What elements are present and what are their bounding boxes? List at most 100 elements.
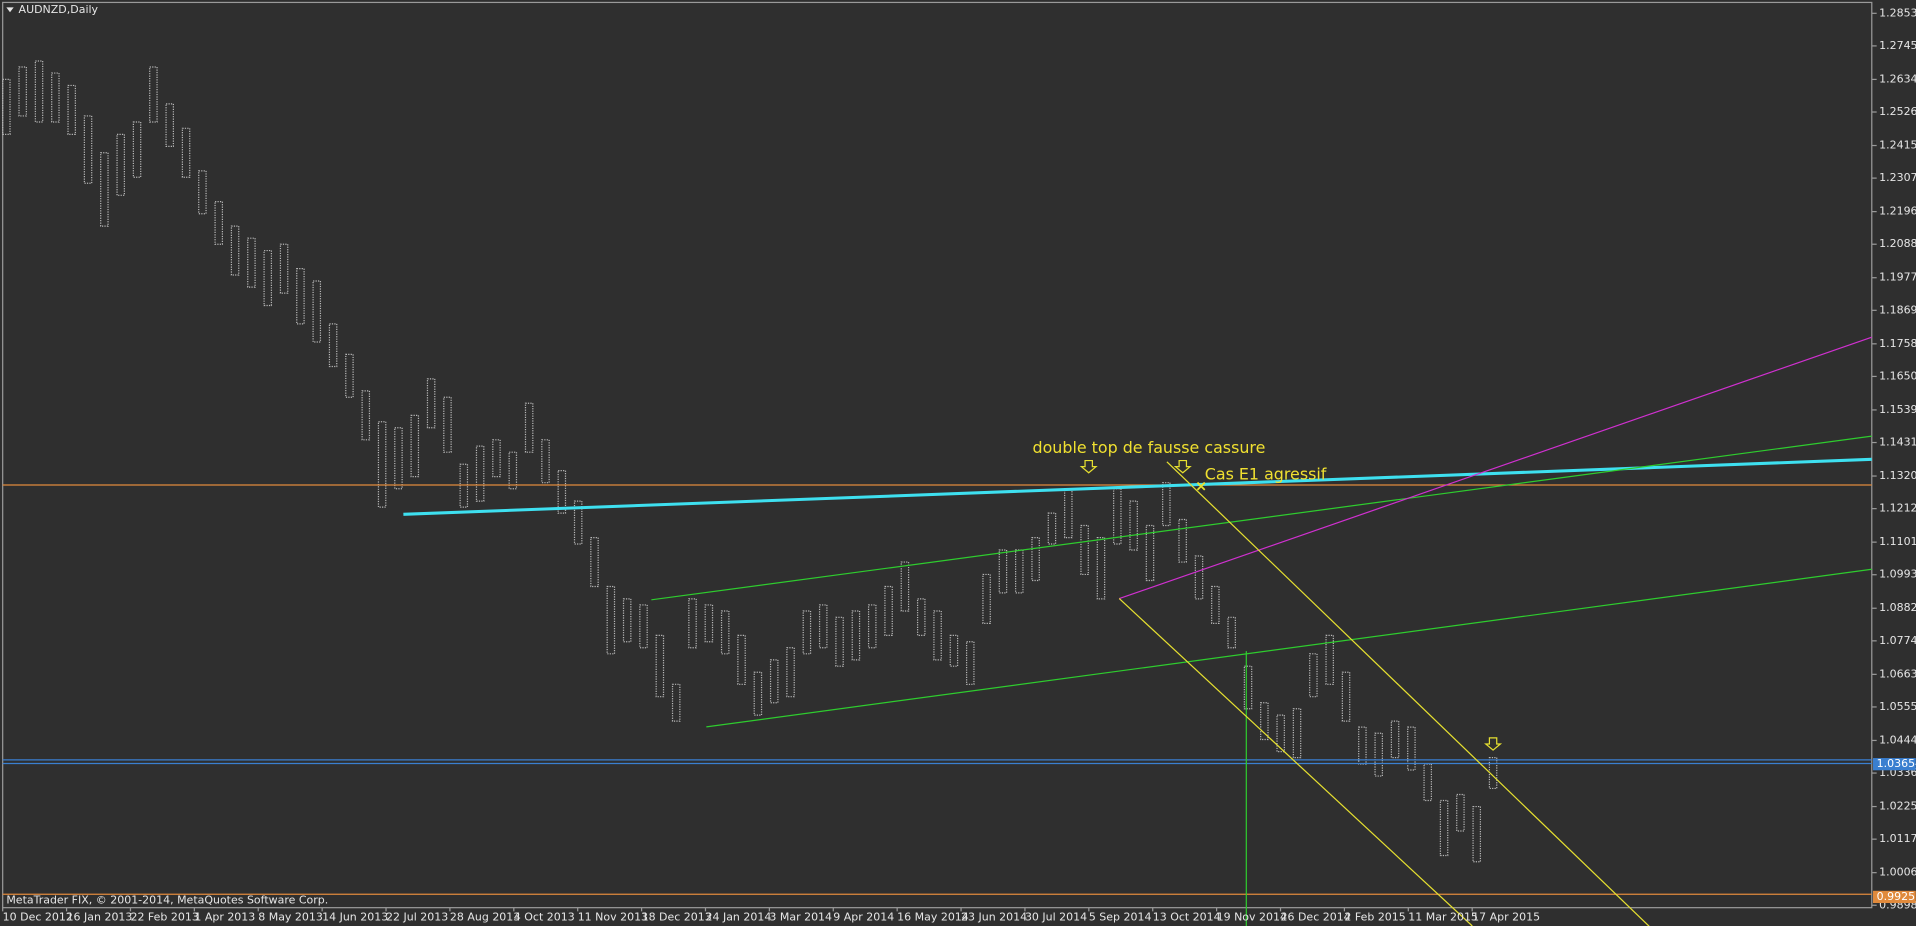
price-bar	[916, 598, 926, 637]
price-bar	[328, 323, 338, 368]
price-bar	[884, 585, 893, 637]
price-bar	[573, 500, 583, 545]
price-box	[1873, 890, 1916, 904]
price-bar	[312, 280, 322, 343]
x-tick-label: 1 Apr 2013	[194, 910, 255, 923]
y-tick-label: 1.14310	[1879, 436, 1916, 449]
x-tick-label: 23 Jun 2014	[961, 910, 1027, 923]
x-tick-label: 24 Jan 2014	[705, 910, 771, 923]
price-bar	[900, 561, 910, 612]
price-bar	[1407, 726, 1416, 771]
price-bar	[67, 84, 76, 135]
x-tick-label: 14 Jun 2013	[322, 910, 388, 923]
price-bar	[965, 641, 975, 685]
x-tick-label: 26 Dec 2014	[1281, 910, 1351, 923]
price-bar	[410, 414, 420, 478]
price-bar	[296, 268, 305, 325]
y-tick-label: 1.05550	[1879, 700, 1916, 713]
x-tick-label: 28 Aug 2013	[450, 910, 520, 923]
price-bar	[753, 671, 763, 716]
price-bar	[34, 60, 44, 123]
footer: MetaTrader FIX, © 2001-2014, MetaQuotes …	[6, 893, 328, 906]
x-tick-label: 2 Feb 2015	[1344, 910, 1405, 923]
price-bar	[1080, 524, 1089, 576]
x-tick-label: 30 Jul 2014	[1025, 910, 1087, 923]
price-bar	[1341, 671, 1351, 722]
price-bar	[1390, 720, 1400, 759]
price-bar	[1178, 518, 1187, 563]
price-bar	[851, 610, 861, 661]
y-tick-label: 1.18690	[1879, 303, 1916, 316]
price-bar	[1129, 500, 1138, 551]
price-bar	[165, 103, 174, 148]
y-tick-label: 1.17580	[1879, 337, 1916, 350]
price-label: 1.03654	[1877, 757, 1916, 770]
bars	[2, 60, 1498, 863]
y-tick-label: 1.06630	[1879, 667, 1916, 680]
channel-line	[706, 568, 1872, 728]
x-tick-label: 17 Apr 2015	[1472, 910, 1540, 923]
y-tick-label: 1.16500	[1879, 369, 1916, 382]
price-bar	[1211, 585, 1220, 624]
price-bar	[1488, 757, 1498, 790]
price-bar	[622, 598, 632, 643]
y-tick-label: 1.12120	[1879, 502, 1916, 515]
price-bar	[867, 604, 877, 649]
price-bar	[737, 634, 746, 685]
x-tick-label: 3 Mar 2014	[769, 910, 832, 923]
price-bar	[149, 66, 158, 123]
x-tick-label: 11 Nov 2013	[578, 910, 648, 923]
plot-frame	[2, 1, 1873, 909]
price-bar	[247, 237, 256, 288]
price-bar	[459, 463, 469, 508]
price-bar	[263, 249, 273, 307]
y-tick-label: 1.02250	[1879, 800, 1916, 813]
price-bar	[1374, 732, 1383, 777]
price-bar	[982, 573, 991, 624]
price-bar	[508, 451, 518, 490]
price-bar	[1439, 799, 1449, 857]
magenta-line	[1119, 336, 1872, 600]
price-bar	[704, 604, 714, 643]
x-tick-label: 22 Feb 2013	[130, 910, 198, 923]
x-tick-label: 9 Apr 2014	[833, 910, 894, 923]
price-bar	[818, 604, 828, 649]
price-bar	[541, 439, 550, 484]
price-bar	[345, 353, 354, 398]
yellow-channel	[1166, 461, 1650, 926]
price-bar	[361, 390, 371, 441]
x-tick-label: 18 Dec 2013	[642, 910, 712, 923]
y-tick-label: 1.25260	[1879, 105, 1916, 118]
menu-arrow[interactable]	[6, 7, 14, 13]
price-bar	[786, 647, 795, 698]
x-tick-label: 4 Oct 2013	[514, 910, 575, 923]
arrow-icon	[1484, 737, 1503, 751]
x-tick-label: 5 Sep 2014	[1089, 910, 1152, 923]
price-bar	[198, 170, 207, 215]
price-bar	[933, 610, 942, 661]
annotation: Cas E1 agressif	[1205, 465, 1327, 484]
y-tick-label: 1.23070	[1879, 171, 1916, 184]
y-tick-label: 1.21960	[1879, 205, 1916, 218]
y-tick-label: 1.26340	[1879, 72, 1916, 85]
x-tick-label: 16 May 2014	[897, 910, 969, 923]
price-bar	[1243, 665, 1253, 710]
price-bar	[590, 537, 599, 588]
price-bar	[1325, 634, 1334, 685]
price-bar	[1276, 714, 1285, 753]
price-bar	[116, 133, 125, 196]
y-tick-label: 1.15390	[1879, 403, 1916, 416]
x-tick-label: 16 Jan 2013	[67, 910, 133, 923]
y-tick-label: 1.07740	[1879, 634, 1916, 647]
price-bar	[655, 634, 665, 698]
arrow-icon	[1173, 459, 1192, 474]
price-bar	[671, 683, 681, 722]
y-tick-label: 1.01170	[1879, 832, 1916, 845]
price-bar	[720, 610, 730, 655]
price-bar	[1260, 702, 1269, 741]
price-bar	[492, 439, 501, 478]
y-tick-label: 1.08820	[1879, 601, 1916, 614]
y-tick-label: 1.24150	[1879, 139, 1916, 152]
x-tick-label: 19 Nov 2014	[1217, 910, 1287, 923]
